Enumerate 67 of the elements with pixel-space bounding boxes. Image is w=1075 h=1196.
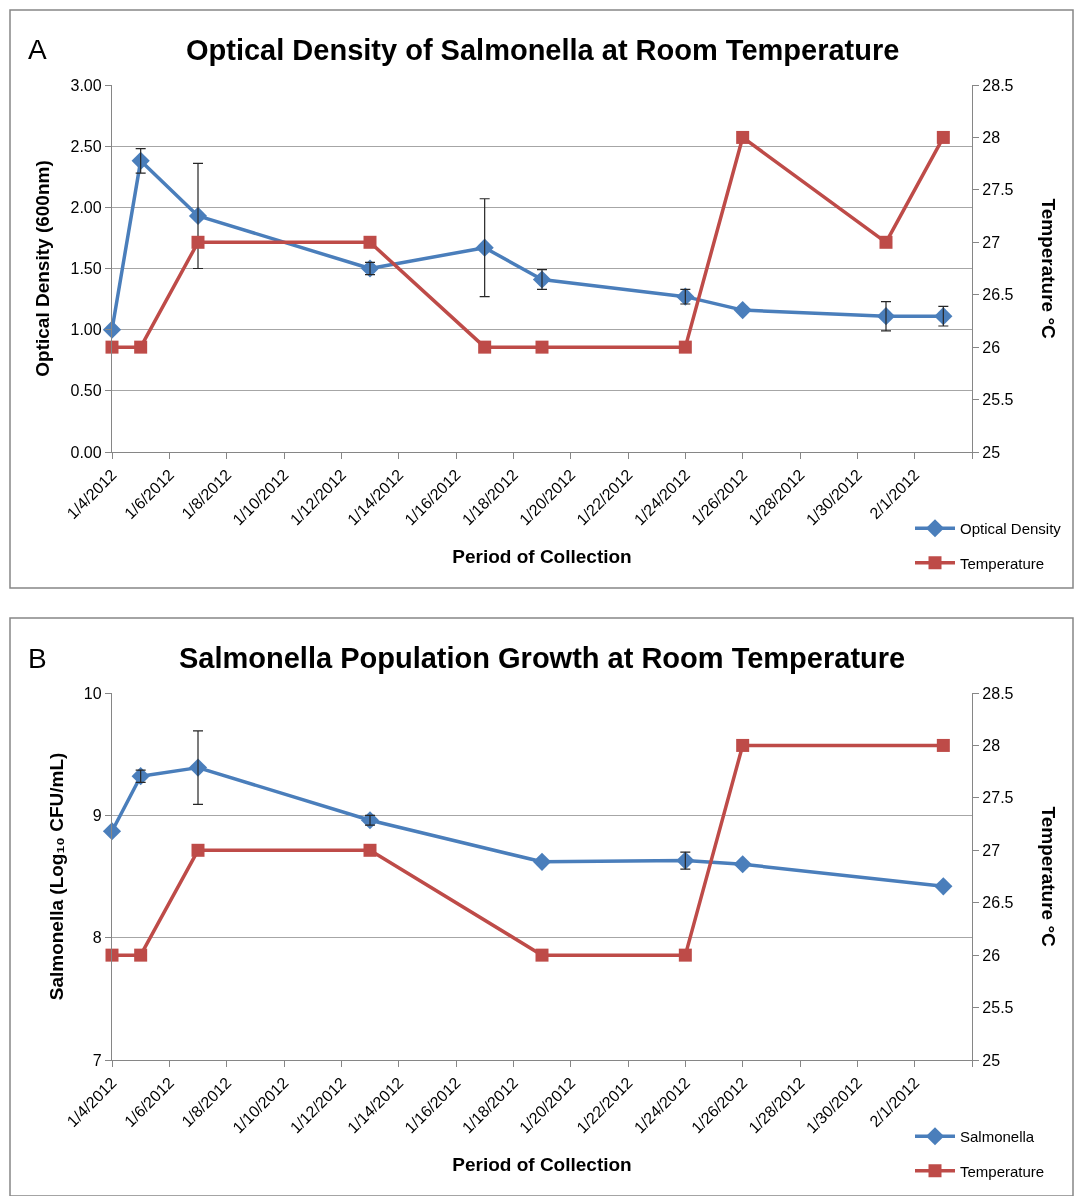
- point: [676, 287, 695, 306]
- point: [936, 130, 950, 144]
- point: [363, 843, 377, 857]
- y2-tick-label: 27: [982, 233, 1001, 251]
- y2-tick-label: 25.5: [982, 391, 1014, 409]
- y2-tick-label: 28.5: [982, 76, 1014, 94]
- y2-tick-label: 25: [982, 443, 1001, 461]
- y-tick-label: 2.00: [70, 198, 102, 216]
- legend-label: Optical Density: [960, 520, 1062, 538]
- y2-tick-label: 25: [982, 1051, 1001, 1069]
- point: [535, 340, 549, 354]
- y-tick-label: 1.00: [70, 321, 102, 339]
- y-tick-label: 9: [92, 806, 102, 824]
- legend-label: Salmonella: [960, 1128, 1035, 1146]
- chart-title: Optical Density of Salmonella at Room Temperature: [186, 34, 900, 66]
- y2-axis-title: Temperature °C: [1037, 806, 1059, 948]
- point: [360, 259, 380, 278]
- y2-tick-label: 27.5: [982, 181, 1014, 199]
- y-tick-label: 7: [92, 1051, 102, 1069]
- point: [678, 340, 692, 354]
- point: [934, 877, 953, 896]
- y-tick-label: 1.50: [70, 260, 102, 278]
- y-tick-label: 3.00: [70, 76, 102, 94]
- y-axis-title: Salmonella (Log₁₀ CFU/mL): [45, 752, 67, 1001]
- y-tick-label: 2.50: [70, 137, 102, 155]
- point: [678, 948, 692, 962]
- point: [363, 235, 377, 249]
- y2-tick-label: 26.5: [982, 894, 1014, 912]
- y2-tick-label: 26: [982, 338, 1001, 356]
- text: A: [28, 34, 47, 65]
- legend-label: Temperature: [960, 554, 1045, 572]
- point: [360, 811, 380, 830]
- y2-tick-label: 27.5: [982, 789, 1014, 807]
- y-tick-label: 10: [83, 684, 102, 702]
- x-axis-title: Period of Collection: [452, 546, 632, 568]
- point: [191, 843, 205, 857]
- point: [105, 340, 119, 354]
- x-axis-title: Period of Collection: [452, 1154, 632, 1176]
- legend-label: Temperature: [960, 1162, 1045, 1180]
- y-tick-label: 0.00: [70, 443, 102, 461]
- point: [134, 948, 148, 962]
- y-tick-label: 0.50: [70, 382, 102, 400]
- y2-tick-label: 25.5: [982, 999, 1014, 1017]
- text: B: [28, 643, 47, 674]
- point: [131, 767, 150, 786]
- y-tick-label: 8: [92, 929, 102, 947]
- point: [191, 235, 205, 249]
- point: [105, 948, 119, 962]
- point: [532, 852, 552, 871]
- chart-title: Salmonella Population Growth at Room Temperature: [179, 642, 906, 674]
- y2-axis-title: Temperature °C: [1037, 198, 1059, 340]
- point: [879, 235, 893, 249]
- point: [478, 340, 492, 354]
- point: [134, 340, 148, 354]
- point: [936, 738, 950, 752]
- point: [733, 855, 752, 874]
- y2-tick-label: 26.5: [982, 286, 1014, 304]
- point: [736, 130, 750, 144]
- y2-tick-label: 26: [982, 946, 1001, 964]
- point: [535, 948, 549, 962]
- y2-tick-label: 28: [982, 737, 1001, 755]
- y2-tick-label: 27: [982, 841, 1001, 859]
- y-axis-title: Optical Density (600nm): [32, 160, 54, 377]
- y2-tick-label: 28: [982, 129, 1001, 147]
- point: [733, 300, 752, 320]
- y2-tick-label: 28.5: [982, 684, 1014, 702]
- point: [736, 738, 750, 752]
